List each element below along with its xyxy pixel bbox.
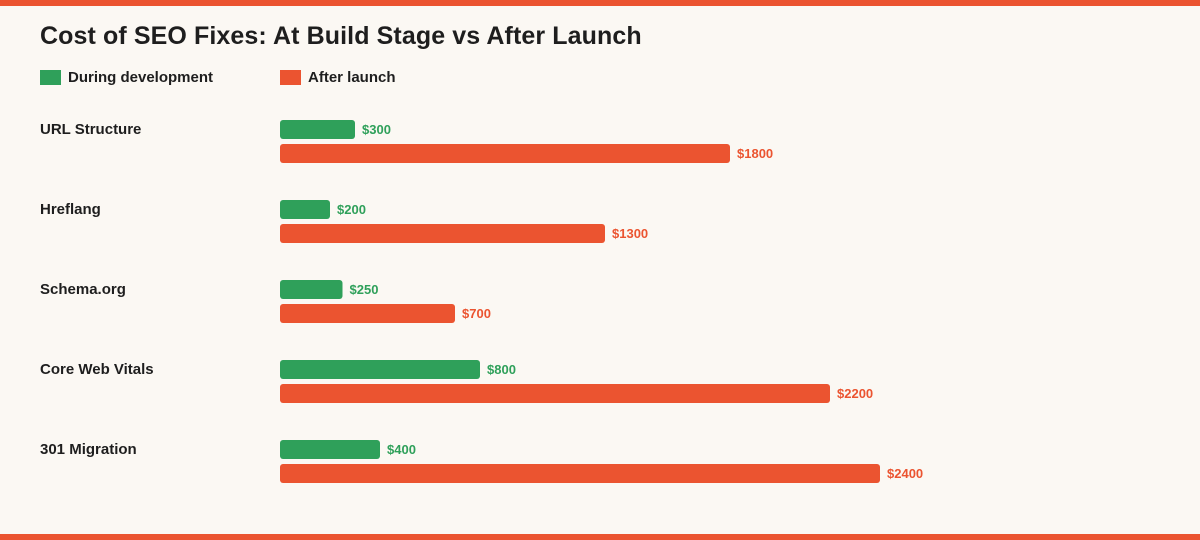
bar-during-development bbox=[280, 440, 380, 459]
legend-label-during: During development bbox=[68, 68, 214, 86]
legend-label-after: After launch bbox=[308, 68, 396, 86]
top-accent-bar bbox=[0, 0, 1200, 6]
bar-during-development bbox=[280, 200, 330, 219]
value-label: $2400 bbox=[887, 466, 923, 481]
value-label: $400 bbox=[387, 442, 416, 457]
bar-after-launch bbox=[280, 464, 880, 483]
value-label: $700 bbox=[462, 306, 491, 321]
value-label: $1800 bbox=[737, 146, 773, 161]
category-label: 301 Migration bbox=[40, 441, 137, 458]
bottom-accent-bar bbox=[0, 534, 1200, 540]
bar-after-launch bbox=[280, 224, 605, 243]
category-label: Schema.org bbox=[40, 281, 126, 298]
legend-item-after: After launch bbox=[280, 68, 396, 86]
legend-swatch-after bbox=[280, 69, 301, 85]
legend-item-during: During development bbox=[40, 68, 213, 86]
value-label: $250 bbox=[350, 282, 379, 297]
bar-during-development bbox=[280, 280, 343, 299]
bar-during-development bbox=[280, 360, 480, 379]
bar-after-launch bbox=[280, 304, 455, 323]
chart-title: Cost of SEO Fixes: At Build Stage vs Aft… bbox=[40, 22, 642, 50]
bar-during-development bbox=[280, 120, 355, 139]
bar-after-launch bbox=[280, 384, 830, 403]
category-label: Hreflang bbox=[40, 201, 101, 218]
value-label: $2200 bbox=[837, 386, 873, 401]
value-label: $300 bbox=[362, 122, 391, 137]
legend-swatch-during bbox=[40, 69, 61, 85]
value-label: $1300 bbox=[612, 226, 648, 241]
value-label: $200 bbox=[337, 202, 366, 217]
category-label: Core Web Vitals bbox=[40, 361, 154, 378]
category-label: URL Structure bbox=[40, 121, 141, 138]
value-label: $800 bbox=[487, 362, 516, 377]
bar-after-launch bbox=[280, 144, 730, 163]
legend: During development After launch bbox=[40, 68, 640, 86]
